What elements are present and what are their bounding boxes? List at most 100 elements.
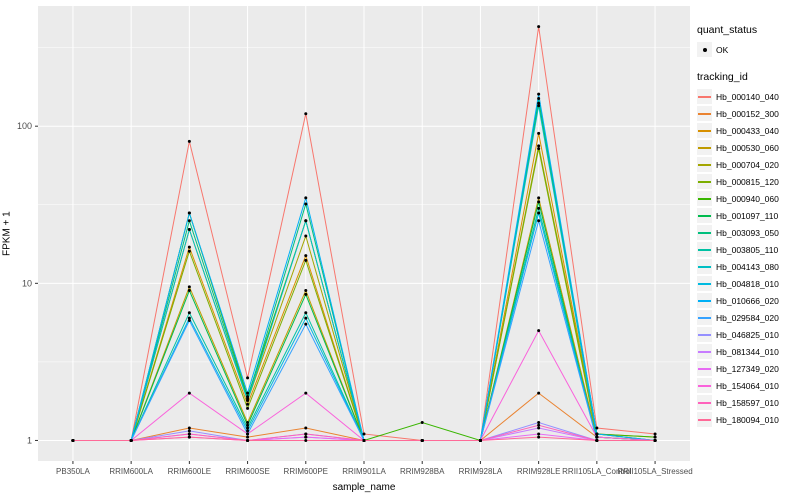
legend-item[interactable]: Hb_154064_010 xyxy=(697,378,799,393)
legend-line-swatch xyxy=(698,367,711,370)
series-line-icon xyxy=(697,395,712,410)
series-line-icon xyxy=(697,242,712,257)
series-line-icon xyxy=(697,412,712,427)
legend-item[interactable]: Hb_081344_010 xyxy=(697,344,799,359)
data-point xyxy=(246,438,250,442)
legend-line-swatch xyxy=(698,146,711,149)
legend-item-quant-ok[interactable]: OK xyxy=(697,42,799,57)
data-point xyxy=(537,200,541,204)
data-point xyxy=(187,245,191,249)
legend-item[interactable]: Hb_127349_020 xyxy=(697,361,799,376)
legend-item[interactable]: Hb_010666_020 xyxy=(697,293,799,308)
legend-line-swatch xyxy=(698,299,711,302)
data-point xyxy=(304,219,308,223)
data-point xyxy=(246,391,250,395)
legend-item-label: Hb_180094_010 xyxy=(716,414,779,425)
data-point xyxy=(187,391,191,395)
data-point xyxy=(537,206,541,210)
data-point xyxy=(246,432,250,436)
legend-item[interactable]: Hb_180094_010 xyxy=(697,412,799,427)
data-point xyxy=(187,316,191,320)
data-points xyxy=(71,25,657,442)
x-tick-label: PB350LA xyxy=(56,467,90,476)
data-point xyxy=(187,289,191,293)
data-point xyxy=(246,421,250,425)
legend-item[interactable]: Hb_000704_020 xyxy=(697,157,799,172)
legend-item[interactable]: Hb_004818_010 xyxy=(697,276,799,291)
x-tick-label: RRIM600LA xyxy=(109,467,153,476)
legend-item[interactable]: Hb_000530_060 xyxy=(697,140,799,155)
legend-item-label: Hb_081344_010 xyxy=(716,346,779,357)
legend-line-swatch xyxy=(698,163,711,166)
data-point xyxy=(187,318,191,322)
legend-item[interactable]: Hb_000940_060 xyxy=(697,191,799,206)
data-point xyxy=(304,112,308,116)
x-tick-label: RRIM600PE xyxy=(284,467,328,476)
data-point xyxy=(304,289,308,293)
y-axis-title: FPKM + 1 xyxy=(1,211,13,256)
legend-line-swatch xyxy=(698,214,711,217)
legend-item-label: Hb_029584_020 xyxy=(716,312,779,323)
data-point xyxy=(537,423,541,427)
legend-item[interactable]: Hb_003093_050 xyxy=(697,225,799,240)
data-point xyxy=(304,438,308,442)
data-point xyxy=(246,402,250,406)
legend-panel: quant_status OK tracking_id Hb_000140_04… xyxy=(697,24,799,429)
data-point xyxy=(304,322,308,326)
data-point xyxy=(304,432,308,436)
series-line-icon xyxy=(697,225,712,240)
data-point xyxy=(187,211,191,215)
legend-item[interactable]: Hb_158597_010 xyxy=(697,395,799,410)
x-tick-label: RRII105LA_Control xyxy=(562,467,632,476)
data-point xyxy=(537,104,541,108)
legend-item-label: Hb_000530_060 xyxy=(716,142,779,153)
legend-item-label: Hb_003805_110 xyxy=(716,244,779,255)
data-point xyxy=(187,311,191,315)
gridlines-vertical xyxy=(72,6,656,461)
data-point xyxy=(537,101,541,105)
legend-line-swatch xyxy=(698,231,711,234)
legend-item-label: Hb_158597_010 xyxy=(716,397,779,408)
legend-item[interactable]: Hb_046825_010 xyxy=(697,327,799,342)
data-point xyxy=(246,406,250,410)
legend-line-swatch xyxy=(698,333,711,336)
x-tick-label: RRIM928LA xyxy=(459,467,503,476)
legend-line-swatch xyxy=(698,129,711,132)
data-point xyxy=(246,429,250,433)
legend-line-swatch xyxy=(698,197,711,200)
data-point xyxy=(537,329,541,333)
legend-item[interactable]: Hb_029584_020 xyxy=(697,310,799,325)
x-axis: PB350LA RRIM600LA RRIM600LE RRIM600SE RRIM60… xyxy=(56,461,693,476)
legend-line-swatch xyxy=(698,112,711,115)
legend-item[interactable]: Hb_004143_080 xyxy=(697,259,799,274)
series-line-icon xyxy=(697,344,712,359)
legend-line-swatch xyxy=(698,350,711,353)
legend-item[interactable]: Hb_001097_110 xyxy=(697,208,799,223)
data-point xyxy=(246,398,250,402)
legend-item-label: Hb_127349_020 xyxy=(716,363,779,374)
series-line-icon xyxy=(697,310,712,325)
data-point xyxy=(537,211,541,215)
legend-tracking-items: Hb_000140_040 Hb_000152_300 Hb_000433_040 H… xyxy=(697,89,799,427)
x-tick-label: RRIM928LE xyxy=(517,467,561,476)
legend-item-label: Hb_000815_120 xyxy=(716,176,779,187)
y-tick-label: 100 xyxy=(17,121,32,131)
data-point xyxy=(537,426,541,430)
series-line-icon xyxy=(697,378,712,393)
legend-item[interactable]: Hb_000433_040 xyxy=(697,123,799,138)
legend-item[interactable]: Hb_000140_040 xyxy=(697,89,799,104)
legend-line-swatch xyxy=(698,282,711,285)
legend-item[interactable]: Hb_000152_300 xyxy=(697,106,799,121)
data-point xyxy=(304,311,308,315)
legend-line-swatch xyxy=(698,248,711,251)
legend-item[interactable]: Hb_003805_110 xyxy=(697,242,799,257)
data-point xyxy=(653,432,657,436)
data-point xyxy=(420,421,424,425)
data-point xyxy=(187,429,191,433)
legend-item-label: OK xyxy=(716,44,729,55)
legend-line-swatch xyxy=(698,401,711,404)
legend-item[interactable]: Hb_000815_120 xyxy=(697,174,799,189)
legend-item-label: Hb_046825_010 xyxy=(716,329,779,340)
x-tick-label: RRIM928BA xyxy=(400,467,445,476)
data-point xyxy=(537,144,541,148)
